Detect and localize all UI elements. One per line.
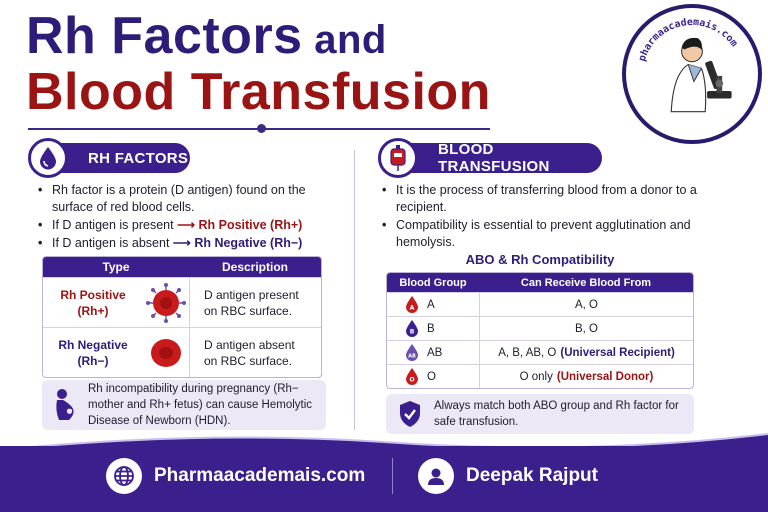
rbc-icon [143, 333, 189, 373]
title-divider-dot [257, 124, 266, 133]
universal-donor-tag: (Universal Donor) [556, 370, 654, 383]
table-row: B B B, O [387, 316, 693, 340]
title-line1-and: and [302, 18, 387, 62]
footer-website[interactable]: Pharmaacademais.com [106, 458, 365, 494]
svg-text:O: O [409, 377, 414, 384]
blood-drop-ab-icon: AB [406, 344, 418, 361]
rh-factors-heading-label: RH FACTORS [88, 149, 189, 167]
pregnant-mother-icon [42, 388, 88, 422]
group-cell: A A [387, 296, 479, 313]
receive-cell: A, O [479, 293, 693, 316]
desc-line1: D antigen present [204, 287, 299, 302]
group-label: B [427, 322, 435, 335]
bullet-text: Rh factor is a protein (D antigen) found… [52, 183, 306, 214]
rh-positive-label: Rh Positive (Rh+) [198, 218, 303, 232]
svg-text:AB: AB [408, 354, 416, 360]
blood-bag-icon [378, 138, 418, 178]
list-item: Rh factor is a protein (D antigen) found… [38, 182, 328, 216]
receive-text: A, B, AB, O [498, 346, 557, 359]
description-cell: D antigen absent on RBC surface. [189, 328, 321, 377]
table-header: Type Description [43, 257, 321, 277]
list-item: If D antigen is present ⟶ Rh Positive (R… [38, 217, 328, 234]
rh-factors-list: Rh factor is a protein (D antigen) found… [38, 182, 328, 253]
globe-icon [106, 458, 142, 494]
transfusion-list: It is the process of transferring blood … [382, 182, 700, 252]
shield-check-icon [386, 400, 434, 428]
group-cell: AB AB [387, 344, 479, 361]
blood-drop-a-icon: A [406, 296, 418, 313]
universal-recipient-tag: (Universal Recipient) [560, 346, 675, 359]
title-line2: Blood Transfusion [26, 63, 491, 121]
bullet-text: If D antigen is present [52, 218, 178, 232]
desc-line2: on RBC surface. [204, 353, 293, 368]
type-cell: Rh Positive (Rh+) [43, 287, 143, 319]
blood-transfusion-heading: BLOOD TRANSFUSION [392, 141, 602, 175]
receive-text: B, O [574, 322, 598, 335]
arrow-right-icon: ⟶ [177, 218, 195, 232]
group-cell: O O [387, 368, 479, 385]
col-header-blood-group: Blood Group [399, 276, 467, 289]
website-label: Pharmaacademais.com [154, 465, 366, 486]
column-divider [354, 150, 355, 430]
receive-cell: B, O [479, 317, 693, 340]
safe-transfusion-note-text: Always match both ABO group and Rh facto… [434, 400, 679, 428]
hdn-note: Rh incompatibility during pregnancy (Rh−… [42, 380, 326, 430]
col-header-can-receive: Can Receive Blood From [520, 276, 652, 289]
footer-separator [392, 458, 393, 494]
description-cell: D antigen present on RBC surface. [189, 278, 321, 327]
desc-line2: on RBC surface. [204, 303, 293, 318]
col-header-type: Type [102, 260, 130, 274]
table-row: Rh Positive (Rh+) D antigen pre [43, 277, 321, 327]
abo-compatibility-table: Blood Group Can Receive Blood From A A A… [386, 272, 694, 389]
hdn-note-text: Rh incompatibility during pregnancy (Rh−… [88, 383, 313, 427]
type-cell: Rh Negative (Rh−) [43, 337, 143, 369]
receive-cell: A, B, AB, O (Universal Recipient) [479, 341, 693, 364]
col-header-description: Description [221, 260, 288, 274]
receive-cell: O only (Universal Donor) [479, 365, 693, 388]
bullet-text: If D antigen is absent [52, 236, 173, 250]
user-icon [418, 458, 454, 494]
brand-logo: pharmaacademais.com [622, 4, 762, 144]
group-cell: B B [387, 320, 479, 337]
list-item: If D antigen is absent ⟶ Rh Negative (Rh… [38, 235, 328, 252]
rh-type-table: Type Description Rh Positive (Rh+) [42, 256, 322, 378]
svg-text:A: A [410, 305, 415, 312]
group-label: A [427, 298, 435, 311]
footer-author: Deepak Rajput [418, 458, 598, 494]
group-label: O [427, 370, 436, 383]
list-item: It is the process of transferring blood … [382, 182, 700, 216]
svg-text:B: B [410, 329, 415, 336]
type-line1: Rh Negative [58, 337, 128, 352]
arrow-right-icon: ⟶ [172, 236, 191, 250]
blood-drop-o-icon: O [406, 368, 418, 385]
list-item: Compatibility is essential to prevent ag… [382, 217, 700, 251]
receive-text: O only [519, 370, 553, 383]
blood-drop-icon [28, 138, 68, 178]
title-line1: Rh Factors [26, 7, 303, 65]
bullet-text: Compatibility is essential to prevent ag… [396, 218, 691, 249]
rh-negative-label: Rh Negative (Rh−) [194, 236, 303, 250]
page-title: Rh Factors and Blood Transfusion [26, 10, 491, 118]
bullet-text: It is the process of transferring blood … [396, 183, 697, 214]
type-line1: Rh Positive [60, 287, 126, 302]
table-row: AB AB A, B, AB, O (Universal Recipient) [387, 340, 693, 364]
safe-transfusion-note: Always match both ABO group and Rh facto… [386, 394, 694, 434]
table-row: Rh Negative (Rh−) D antigen absent on RBC… [43, 327, 321, 377]
receive-text: A, O [574, 298, 598, 311]
type-line2: (Rh−) [77, 353, 109, 368]
table-row: O O O only (Universal Donor) [387, 364, 693, 388]
table-header: Blood Group Can Receive Blood From [387, 273, 693, 292]
blood-transfusion-heading-label: BLOOD TRANSFUSION [438, 141, 550, 175]
desc-line1: D antigen absent [204, 337, 295, 352]
type-line2: (Rh+) [77, 303, 109, 318]
abo-compatibility-title: ABO & Rh Compatibility [465, 252, 615, 267]
rbc-with-antigen-icon [143, 282, 189, 323]
scientist-microscope-icon: pharmaacademais.com [637, 17, 740, 113]
author-label: Deepak Rajput [466, 465, 598, 486]
blood-drop-b-icon: B [406, 320, 418, 337]
table-row: A A A, O [387, 292, 693, 316]
group-label: AB [427, 346, 443, 359]
